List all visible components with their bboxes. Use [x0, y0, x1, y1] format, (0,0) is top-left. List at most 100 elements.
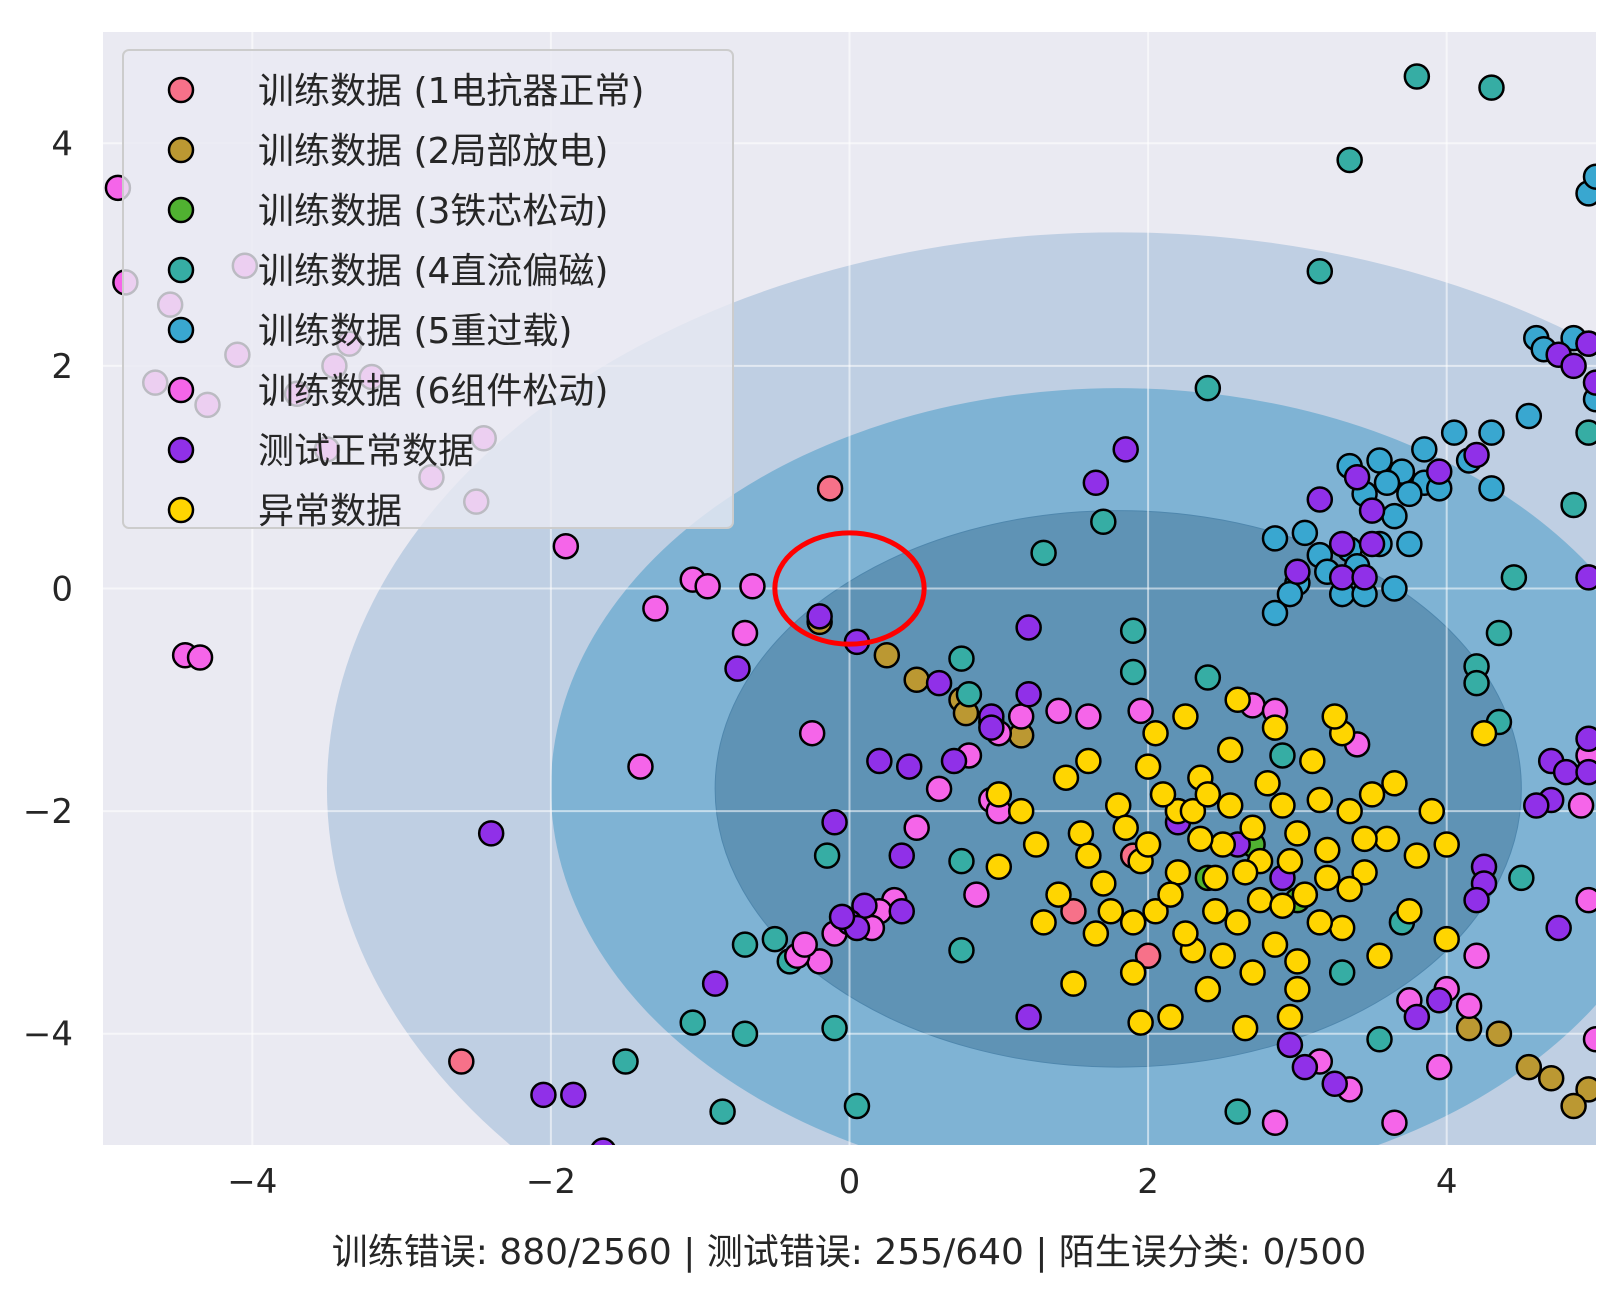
x-tick-label: 4 [1436, 1162, 1458, 1202]
y-tick-labels: −4 −2 0 2 4 [23, 124, 73, 1054]
data-point-series-6 [1007, 703, 1035, 730]
data-point-series-4 [1485, 619, 1513, 647]
data-point-series-4 [955, 680, 983, 708]
data-point-series-8 [1306, 786, 1334, 814]
legend-box [122, 49, 734, 529]
data-point-series-8 [1142, 898, 1169, 925]
data-point-series-7 [1575, 758, 1596, 786]
data-point-series-4 [1478, 74, 1505, 101]
legend-marker [167, 316, 195, 344]
y-tick-label: 2 [51, 347, 73, 387]
data-point-series-8 [1202, 898, 1229, 925]
legend-label: 训练数据 (5重过载) [258, 311, 572, 352]
data-point-series-4 [813, 842, 841, 869]
data-point-series-5 [1261, 525, 1289, 552]
data-point-series-8 [1022, 831, 1050, 858]
data-point-series-1 [1134, 942, 1162, 970]
data-point-series-4 [1560, 491, 1587, 519]
x-tick-label: 2 [1137, 1162, 1159, 1202]
data-point-series-7 [1112, 436, 1139, 463]
data-point-series-6 [1127, 697, 1154, 725]
data-point-series-8 [1276, 1003, 1304, 1031]
data-point-series-6 [694, 573, 721, 600]
data-point-series-4 [612, 1048, 639, 1075]
data-point-series-8 [1373, 825, 1401, 853]
data-point-series-7 [888, 842, 916, 869]
data-point-series-1 [816, 475, 844, 502]
data-point-series-5 [1582, 163, 1596, 190]
data-point-series-4 [1575, 419, 1596, 446]
data-point-series-5 [1381, 502, 1408, 530]
data-point-series-6 [798, 719, 826, 747]
data-point-series-8 [1433, 831, 1460, 858]
data-point-series-8 [1366, 942, 1393, 970]
data-point-series-8 [985, 781, 1013, 808]
data-point-series-8 [1157, 1003, 1184, 1031]
data-point-series-5 [1478, 475, 1505, 502]
data-point-series-8 [1179, 797, 1207, 825]
points-layer [104, 63, 1596, 1145]
y-tick-label: 4 [51, 124, 73, 164]
data-point-series-4 [709, 1098, 736, 1125]
data-point-series-7 [1284, 558, 1311, 586]
data-point-series-8 [1224, 686, 1251, 714]
legend-label: 异常数据 [258, 491, 402, 532]
data-point-series-8 [1224, 909, 1251, 936]
data-point-series-7 [530, 1081, 557, 1109]
data-point-series-4 [843, 1092, 871, 1120]
data-point-series-2 [1455, 1014, 1483, 1042]
data-point-series-4 [1463, 669, 1490, 697]
data-point-series-5 [1515, 402, 1543, 430]
data-point-series-7 [806, 603, 833, 630]
data-point-series-8 [1052, 764, 1080, 791]
data-point-series-8 [1276, 847, 1304, 875]
data-point-series-2 [1560, 1092, 1587, 1120]
data-point-series-8 [1336, 875, 1363, 903]
data-point-series-7 [560, 1081, 587, 1109]
data-point-series-8 [1075, 842, 1102, 869]
data-point-series-7 [1306, 486, 1334, 513]
data-point-series-7 [1351, 564, 1378, 591]
data-point-series-8 [1097, 898, 1125, 925]
legend-marker [167, 256, 195, 284]
data-point-series-8 [1134, 831, 1162, 858]
data-point-series-8 [1231, 1014, 1259, 1042]
highlight-circle [772, 530, 927, 647]
data-point-series-8 [1149, 781, 1177, 808]
x-axis-label: 训练错误: 880/2560 | 测试错误: 255/640 | 陌生误分类: … [332, 1232, 1367, 1273]
data-point-series-8 [1433, 925, 1460, 953]
data-point-series-8 [1164, 859, 1192, 886]
data-point-series-4 [1030, 539, 1057, 567]
data-point-series-7 [866, 747, 893, 775]
data-point-series-7 [925, 669, 953, 697]
data-point-series-8 [1127, 1009, 1154, 1036]
data-point-series-5 [1411, 436, 1438, 463]
x-tick-label: 0 [839, 1162, 861, 1202]
data-point-series-8 [1142, 719, 1169, 747]
data-point-series-6 [1381, 1109, 1408, 1136]
legend-label: 训练数据 (4直流偏磁) [258, 251, 608, 292]
data-point-series-4 [1119, 617, 1147, 645]
legend-marker [167, 136, 195, 164]
data-point-series-8 [1336, 797, 1363, 825]
data-point-series-4 [948, 847, 975, 875]
data-point-series-8 [1403, 842, 1431, 869]
data-point-series-8 [1090, 870, 1117, 897]
data-point-series-7 [1560, 352, 1587, 380]
data-point-series-8 [1030, 909, 1057, 936]
data-point-series-7 [1015, 1003, 1042, 1031]
data-point-series-6 [1582, 1026, 1596, 1053]
data-point-series-5 [1261, 599, 1289, 627]
data-point-series-6 [791, 931, 818, 958]
data-point-series-4 [1328, 959, 1356, 986]
data-point-series-5 [1396, 530, 1423, 558]
data-point-series-8 [1082, 920, 1110, 947]
data-point-series-8 [1216, 792, 1244, 819]
data-point-series-2 [873, 642, 901, 669]
legend-marker [167, 376, 195, 404]
legend-label: 训练数据 (2局部放电) [258, 131, 608, 172]
data-point-series-8 [1269, 792, 1296, 819]
data-point-series-6 [627, 753, 654, 780]
data-point-series-6 [1455, 992, 1483, 1020]
data-point-series-8 [1254, 770, 1281, 797]
